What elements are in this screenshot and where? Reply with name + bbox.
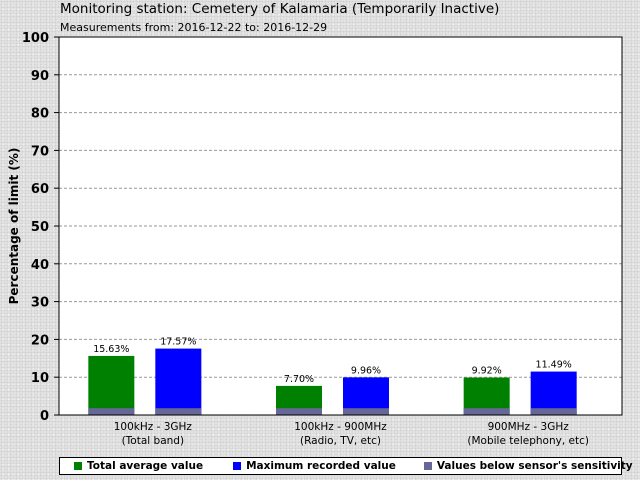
below-sensitivity-bar: [343, 408, 389, 415]
y-tick-label: 0: [40, 409, 49, 424]
y-tick-label: 90: [31, 69, 49, 84]
category-label-line2: (Total band): [122, 435, 184, 447]
data-label: 9.92%: [472, 366, 502, 377]
below-sensitivity-bar: [155, 408, 202, 415]
data-label: 9.96%: [351, 365, 381, 376]
below-sensitivity-bar: [463, 408, 510, 415]
legend-label-maximum: Maximum recorded value: [246, 460, 396, 472]
y-tick-label: 50: [31, 220, 49, 235]
legend-item-maximum: Maximum recorded value: [233, 460, 396, 472]
bar: [88, 355, 135, 415]
below-sensitivity-bar: [530, 408, 577, 415]
legend-swatch-below-sensitivity: [423, 462, 432, 470]
below-sensitivity-bar: [88, 408, 135, 415]
y-axis-label: Percentage of limit (%): [7, 148, 21, 305]
measurement-period: Measurements from: 2016-12-22 to: 2016-1…: [60, 21, 328, 34]
category-label-line2: (Mobile telephony, etc): [467, 435, 589, 447]
y-tick-label: 40: [31, 258, 49, 273]
legend-label-total-average: Total average value: [87, 460, 204, 472]
y-tick-label: 60: [31, 182, 49, 197]
below-sensitivity-bar: [276, 408, 322, 415]
legend-swatch-maximum: [233, 462, 242, 470]
data-label: 7.70%: [284, 374, 314, 385]
y-tick-label: 30: [31, 296, 49, 311]
category-labels: 100kHz - 3GHz (Total band) 100kHz - 900MHz…: [114, 421, 589, 447]
legend-label-below-sensitivity: Values below sensor's sensitivity: [436, 460, 633, 472]
y-tick-label: 10: [31, 371, 49, 386]
y-tick-label: 100: [22, 31, 49, 46]
data-label: 11.49%: [536, 360, 572, 371]
y-tick-label: 70: [31, 144, 49, 159]
category-label-line1: 100kHz - 900MHz: [294, 421, 387, 433]
y-tick-label: 20: [31, 333, 49, 348]
plot-frame: [58, 36, 623, 416]
bars: 15.63% 17.57% 7.70% 9.96% 9.92% 11.49%: [88, 337, 577, 415]
chart-title: Monitoring station: Cemetery of Kalamari…: [60, 1, 500, 17]
legend-item-below-sensitivity: Values below sensor's sensitivity: [423, 460, 633, 472]
category-label-line2: (Radio, TV, etc): [300, 435, 381, 447]
category-label-line1: 100kHz - 3GHz: [114, 421, 193, 433]
gridlines: [59, 74, 622, 378]
y-axis-ticks: 0 10 20 30 40 50 60 70 80 90 100: [22, 31, 59, 424]
bar: [530, 371, 577, 415]
bar: [155, 348, 202, 415]
legend-item-total-average: Total average value: [74, 460, 203, 472]
data-label: 15.63%: [93, 344, 129, 355]
legend: Total average value Maximum recorded val…: [59, 457, 633, 475]
y-tick-label: 80: [31, 107, 49, 122]
data-label: 17.57%: [160, 337, 196, 348]
category-label-line1: 900MHz - 3GHz: [488, 421, 570, 433]
legend-swatch-total-average: [74, 462, 82, 470]
